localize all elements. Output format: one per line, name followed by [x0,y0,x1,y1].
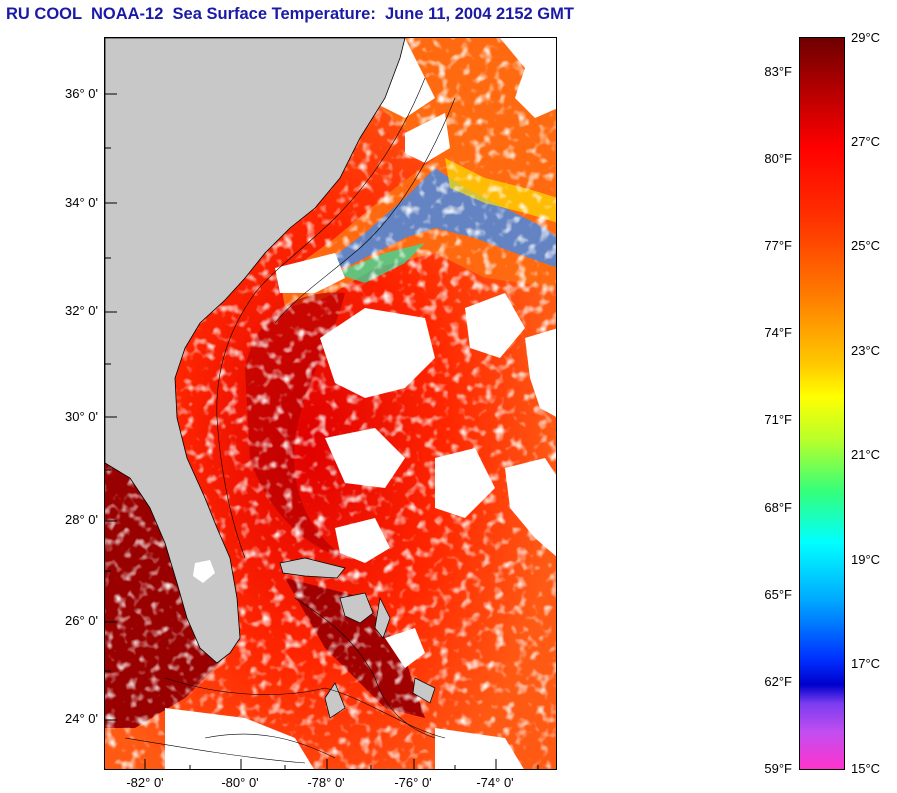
colorbar-c-27: 27°C [851,134,881,149]
sst-map[interactable] [104,37,557,770]
lon-label-76: -76° 0' [394,775,432,790]
lat-label-28: 28° 0' [65,512,98,527]
colorbar-f-62: 62°F [764,674,792,689]
colorbar-f-77: 77°F [764,238,792,253]
colorbar-c-19: 19°C [851,552,881,567]
colorbar-f-80: 80°F [764,151,792,166]
lon-label-80: -80° 0' [221,775,259,790]
bathymetry-contours [124,77,456,764]
colorbar-c-29: 29°C [851,30,881,45]
colorbar-c-17: 17°C [851,656,881,671]
lat-label-34: 34° 0' [65,195,98,210]
lat-label-26: 26° 0' [65,613,98,628]
colorbar-c-15: 15°C [851,761,881,776]
colorbar-f-68: 68°F [764,500,792,515]
lat-label-30: 30° 0' [65,409,98,424]
colorbar-c-21: 21°C [851,447,881,462]
lon-label-82: -82° 0' [126,775,164,790]
land-mass [105,38,406,664]
lat-label-32: 32° 0' [65,303,98,318]
lon-label-78: -78° 0' [307,775,345,790]
sst-map-image [105,38,556,769]
lat-label-36: 36° 0' [65,86,98,101]
colorbar-f-65: 65°F [764,587,792,602]
lon-label-74: -74° 0' [476,775,514,790]
colorbar-f-74: 74°F [764,325,792,340]
colorbar-c-25: 25°C [851,238,881,253]
colorbar-f-59: 59°F [764,761,792,776]
lat-label-24: 24° 0' [65,711,98,726]
colorbar-f-71: 71°F [764,412,792,427]
map-title: RU COOL NOAA-12 Sea Surface Temperature:… [6,5,574,23]
temperature-colorbar [799,37,845,770]
colorbar-f-83: 83°F [764,64,792,79]
colorbar-c-23: 23°C [851,343,881,358]
axis-ticks [105,93,539,769]
lake-okeechobee [193,560,215,583]
bahamas-islands [279,557,436,719]
